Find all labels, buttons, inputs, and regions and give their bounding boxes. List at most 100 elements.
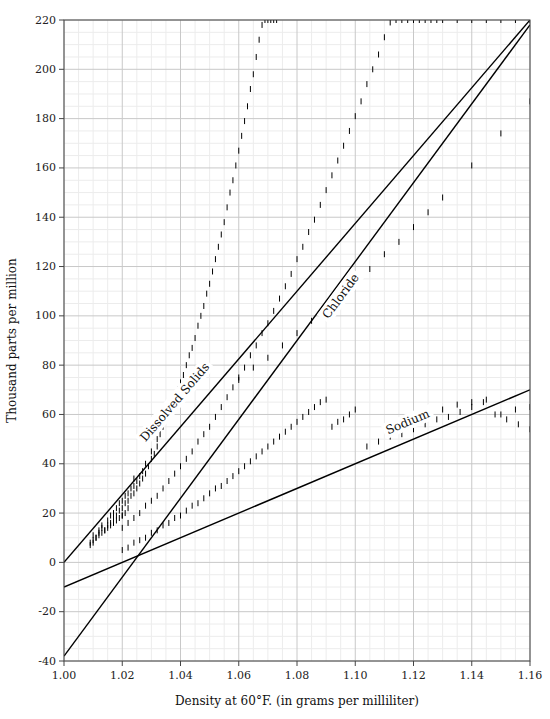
y-tick <box>59 365 64 366</box>
point <box>107 525 108 531</box>
annotation: Dissolved Solids <box>134 357 215 447</box>
point <box>500 411 501 417</box>
grid <box>64 20 530 661</box>
point <box>186 508 187 514</box>
point <box>314 217 315 223</box>
point <box>232 177 233 183</box>
point <box>256 54 257 60</box>
point <box>163 522 164 528</box>
x-tick-label: 1.12 <box>401 669 426 682</box>
point <box>221 404 222 410</box>
point <box>195 335 196 341</box>
annotation-text: Dissolved Solids <box>137 360 212 444</box>
point <box>256 342 257 348</box>
point <box>273 308 274 314</box>
point <box>227 394 228 400</box>
grid-line <box>413 20 414 661</box>
plot-area <box>64 20 530 656</box>
point <box>133 540 134 546</box>
x-tick <box>180 661 181 666</box>
point <box>119 500 120 506</box>
point <box>98 532 99 538</box>
x-tick-label: 1.02 <box>110 669 135 682</box>
y-tick-label: 200 <box>35 63 56 76</box>
point <box>457 402 458 408</box>
point <box>119 508 120 514</box>
chart: 1.001.021.041.061.081.101.121.141.16-40-… <box>0 0 550 719</box>
point <box>267 444 268 450</box>
point <box>297 256 298 262</box>
point <box>122 498 123 504</box>
point <box>253 71 254 77</box>
grid-line <box>64 611 530 612</box>
point <box>209 424 210 430</box>
y-tick-label: 140 <box>35 211 56 224</box>
point <box>157 436 158 442</box>
y-tick-label: 80 <box>42 359 56 372</box>
point <box>122 513 123 519</box>
point <box>122 513 123 519</box>
grid-line <box>64 365 530 366</box>
point <box>128 505 129 511</box>
point <box>378 439 379 445</box>
point <box>224 219 225 225</box>
grid-line <box>471 20 472 661</box>
point <box>250 352 251 358</box>
point <box>142 476 143 482</box>
point <box>238 377 239 383</box>
point <box>93 540 94 546</box>
point <box>302 414 303 420</box>
point <box>148 463 149 469</box>
grid-line <box>64 315 530 316</box>
point <box>128 498 129 504</box>
y-tick-label: 20 <box>42 507 56 520</box>
x-tick-label: 1.04 <box>168 669 193 682</box>
point <box>203 495 204 501</box>
point <box>142 468 143 474</box>
point <box>253 365 254 371</box>
point <box>436 416 437 422</box>
point <box>349 128 350 134</box>
point <box>308 229 309 235</box>
point <box>125 493 126 499</box>
point <box>442 407 443 413</box>
point <box>157 444 158 450</box>
point <box>197 500 198 506</box>
point <box>230 190 231 196</box>
point <box>130 485 131 491</box>
point <box>314 404 315 410</box>
point <box>203 431 204 437</box>
point <box>174 515 175 521</box>
point <box>326 397 327 403</box>
x-tick-label: 1.14 <box>460 669 485 682</box>
x-tick-label: 1.00 <box>52 669 77 682</box>
point <box>160 431 161 437</box>
point <box>262 448 263 454</box>
point <box>151 456 152 462</box>
point <box>157 493 158 499</box>
point <box>200 313 201 319</box>
point <box>113 510 114 516</box>
point <box>349 411 350 417</box>
annotation-background <box>317 268 365 324</box>
point <box>151 498 152 504</box>
point <box>116 505 117 511</box>
y-tick <box>59 266 64 267</box>
point <box>250 86 251 92</box>
y-tick-label: 160 <box>35 161 56 174</box>
point <box>448 414 449 420</box>
y-tick <box>59 661 64 662</box>
scatter-series <box>90 20 276 548</box>
point <box>186 456 187 462</box>
point <box>215 485 216 491</box>
grid-line <box>64 217 530 218</box>
x-tick-label: 1.10 <box>343 669 368 682</box>
point <box>343 416 344 422</box>
point <box>232 473 233 479</box>
point <box>192 448 193 454</box>
y-tick-label: 220 <box>35 14 56 27</box>
point <box>145 461 146 467</box>
point <box>154 451 155 457</box>
y-tick <box>59 513 64 514</box>
point <box>500 130 501 136</box>
